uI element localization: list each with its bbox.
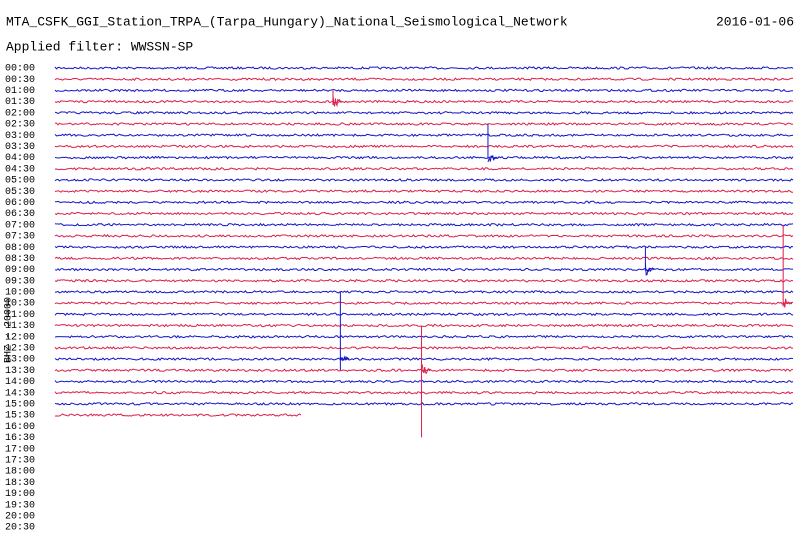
trace [54,99,794,104]
y-label: BHZ - 20000 [4,297,15,363]
trace [54,312,794,317]
time-label: 07:00 [5,220,35,231]
time-label: 13:00 [5,355,35,366]
trace [54,278,794,283]
time-label: 09:30 [5,276,35,287]
time-label: 10:30 [5,299,35,310]
time-label: 09:00 [5,265,35,276]
time-label: 20:00 [5,511,35,522]
trace [54,234,794,238]
time-label: 15:00 [5,399,35,410]
event-coda [332,94,342,108]
trace [54,334,794,339]
time-label: 04:00 [5,153,35,164]
time-label: 15:30 [5,411,35,422]
trace [54,413,302,417]
filter: Applied filter: WWSSN-SP [6,39,193,54]
time-label: 16:00 [5,422,35,433]
event-coda [644,263,655,276]
trace [54,346,794,350]
time-label: 20:30 [5,523,35,534]
trace [54,290,794,294]
event-coda [421,364,431,375]
time-label: 00:30 [5,75,35,86]
trace [54,66,794,70]
trace [54,245,794,249]
time-label: 12:00 [5,332,35,343]
trace [54,390,794,395]
trace [54,77,793,82]
time-label: 12:30 [5,344,35,355]
trace [54,133,794,138]
time-label: 17:30 [5,455,35,466]
time-label: 02:00 [5,108,35,119]
time-label: 04:30 [5,164,35,175]
time-label: 03:00 [5,131,35,142]
trace [54,379,794,384]
time-label: 18:00 [5,467,35,478]
trace [54,189,793,193]
time-label: 08:00 [5,243,35,254]
event-coda [782,298,793,308]
time-label: 11:00 [5,310,35,321]
time-label: 08:30 [5,254,35,265]
trace [54,323,794,328]
trace [54,256,794,261]
time-label: 07:30 [5,232,35,243]
trace [54,357,794,361]
trace [54,200,794,205]
trace [54,110,794,115]
time-label: 11:30 [5,321,35,332]
trace [54,178,794,182]
title: MTA_CSFK_GGI_Station_TRPA_(Tarpa_Hungary… [6,14,568,29]
event-coda [487,154,498,163]
trace [54,301,794,305]
time-label: 14:30 [5,388,35,399]
time-label: 05:30 [5,187,35,198]
time-label: 01:00 [5,86,35,97]
time-label: 00:00 [5,64,35,75]
event-coda [339,355,350,362]
trace [54,155,794,160]
time-label: 01:30 [5,97,35,108]
time-label: 18:30 [5,478,35,489]
time-label: 13:30 [5,366,35,377]
time-label: 02:30 [5,120,35,131]
date: 2016-01-06 [716,14,794,29]
time-label: 06:00 [5,198,35,209]
trace [54,166,794,171]
time-label: 19:00 [5,489,35,500]
time-label: 17:00 [5,444,35,455]
time-label: 05:00 [5,176,35,187]
trace [54,88,793,93]
trace [54,122,793,126]
time-label: 19:30 [5,500,35,511]
time-label: 03:30 [5,142,35,153]
time-label: 06:30 [5,209,35,220]
trace [54,401,794,406]
time-label: 16:30 [5,433,35,444]
trace [54,144,794,149]
trace [54,211,794,216]
time-label: 10:00 [5,288,35,299]
trace [54,267,794,272]
trace [54,222,794,227]
time-label: 14:00 [5,377,35,388]
